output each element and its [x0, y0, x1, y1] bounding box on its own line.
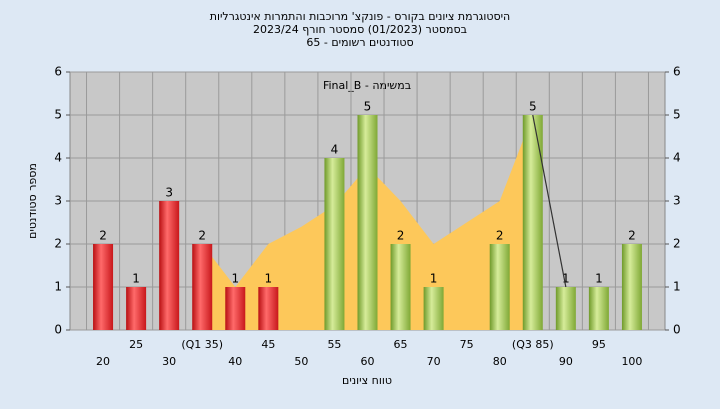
- bar: [126, 287, 147, 330]
- x-tick-label: 65: [394, 338, 408, 351]
- data-label: 2: [628, 229, 636, 243]
- y2-tick-label: 0: [673, 323, 681, 337]
- bar: [423, 287, 444, 330]
- data-label: 1: [562, 272, 570, 286]
- y-tick-label: 5: [54, 108, 62, 122]
- data-label: 2: [496, 229, 504, 243]
- bar: [93, 244, 114, 330]
- x-tick-label: 70: [427, 355, 441, 368]
- y-tick-label: 4: [54, 151, 62, 165]
- y2-tick-label: 4: [673, 151, 681, 165]
- line: [532, 114, 567, 288]
- x-tick-label: 45: [261, 338, 275, 351]
- chart-title: היסטוגרמת ציונים בקורס - פונקצ' מרוכבות …: [210, 10, 511, 23]
- subtitle: Final_B - במשימה: [323, 79, 411, 92]
- data-label: 1: [430, 272, 438, 286]
- x-tick-label: 25: [129, 338, 143, 351]
- bar: [621, 244, 642, 330]
- data-label: 5: [364, 100, 372, 114]
- data-label: 2: [397, 229, 405, 243]
- bar: [555, 287, 576, 330]
- y2-tick-label: 6: [673, 65, 681, 79]
- x-tick-label: (Q3 85): [512, 338, 554, 351]
- x-tick-label: 75: [460, 338, 474, 351]
- y2-tick-label: 2: [673, 237, 681, 251]
- x-tick-label: 60: [361, 355, 375, 368]
- x-tick-label: 80: [493, 355, 507, 368]
- x-tick-label: 90: [559, 355, 573, 368]
- bar: [324, 158, 345, 330]
- data-label: 1: [595, 272, 603, 286]
- y-tick-label: 3: [54, 194, 62, 208]
- data-label: 4: [331, 143, 339, 157]
- x-tick-label: 30: [162, 355, 176, 368]
- data-label: 2: [99, 229, 107, 243]
- bar: [390, 244, 411, 330]
- x-tick-label: 20: [96, 355, 110, 368]
- chart-title: 65 - סטודנטים רשומים: [306, 36, 413, 49]
- x-tick-label: 40: [228, 355, 242, 368]
- bar: [522, 115, 543, 330]
- x-tick-label: 95: [592, 338, 606, 351]
- y-axis-label: מספר סטודנטים: [26, 163, 39, 239]
- bar: [192, 244, 213, 330]
- x-tick-label: 100: [621, 355, 642, 368]
- data-label: 1: [265, 272, 273, 286]
- bar: [489, 244, 510, 330]
- chart-title: בסמסטר (01/2023) סמסטר חורף 2023/24: [253, 23, 467, 36]
- data-label: 1: [231, 272, 239, 286]
- y-tick-label: 6: [54, 65, 62, 79]
- y-tick-label: 0: [54, 323, 62, 337]
- x-tick-label: 55: [327, 338, 341, 351]
- y2-tick-label: 1: [673, 280, 681, 294]
- data-label: 3: [165, 186, 173, 200]
- x-tick-label: 50: [294, 355, 308, 368]
- bar: [159, 201, 180, 330]
- x-axis-label: טווח ציונים: [342, 374, 392, 387]
- y2-tick-label: 5: [673, 108, 681, 122]
- y2-tick-label: 3: [673, 194, 681, 208]
- bar: [258, 287, 279, 330]
- x-tick-label: (Q1 35): [181, 338, 223, 351]
- data-label: 5: [529, 100, 537, 114]
- y-tick-label: 1: [54, 280, 62, 294]
- bar: [225, 287, 246, 330]
- bar: [357, 115, 378, 330]
- data-label: 1: [132, 272, 140, 286]
- bar: [588, 287, 609, 330]
- y-tick-label: 2: [54, 237, 62, 251]
- data-label: 2: [198, 229, 206, 243]
